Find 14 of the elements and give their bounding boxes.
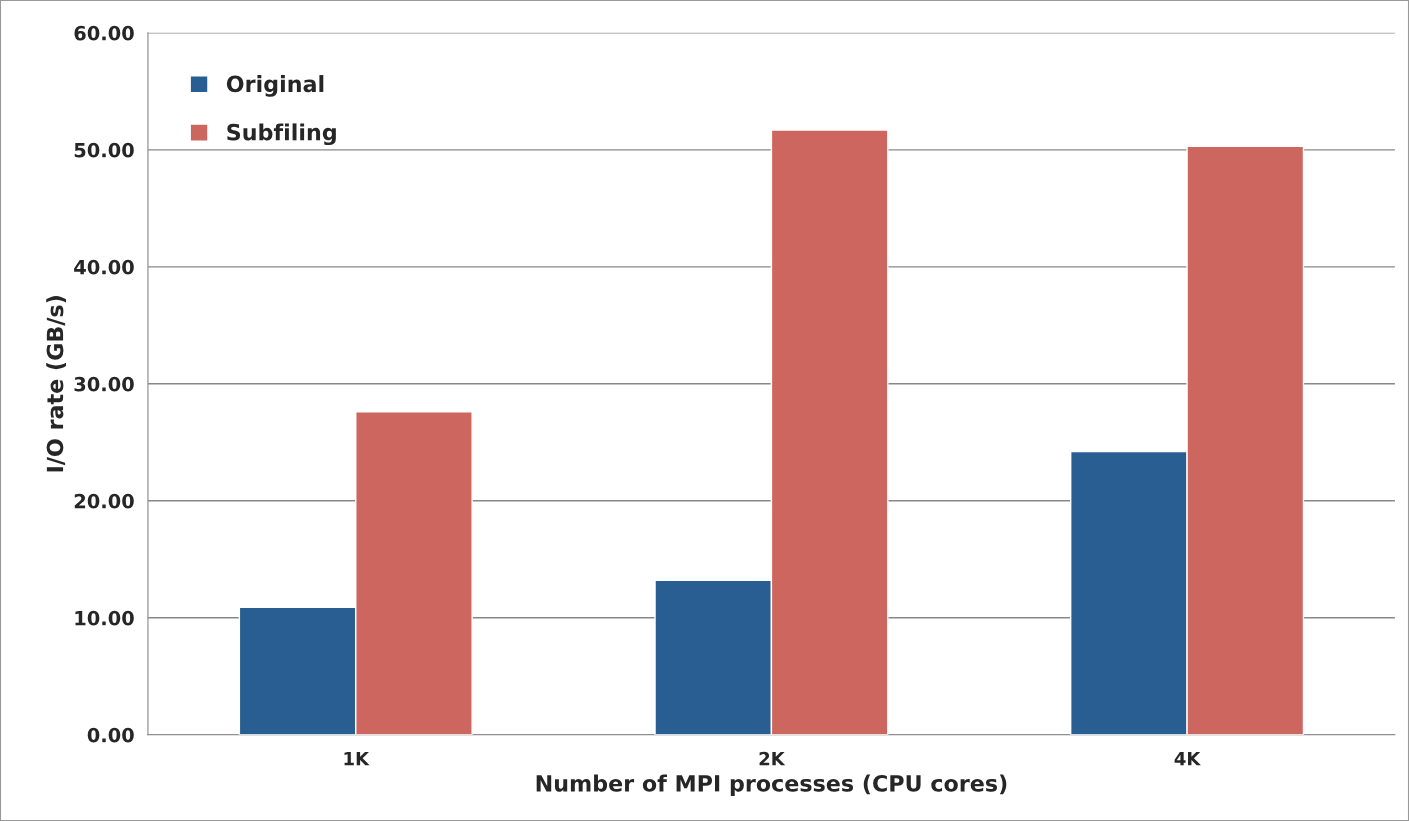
legend-label: Original [226,75,324,97]
y-tick-label: 60.00 [74,25,134,41]
y-tick-label: 0.00 [87,727,134,743]
y-tick-label: 50.00 [74,142,134,158]
y-tick-label: 20.00 [74,493,134,509]
legend-label: Subfiling [227,123,336,146]
x-axis-title: Number of MPI processes (CPU cores) [536,774,1007,796]
x-tick-label: 1K [344,752,370,766]
y-axis-title: I/O rate (GB/s) [46,296,66,472]
x-tick-label: 4K [1174,752,1201,766]
y-tick-label: 10.00 [75,610,134,626]
y-tick-label: 40.00 [74,259,134,275]
x-tick-label: 2K [759,751,786,766]
y-tick-label: 30.00 [74,376,134,392]
